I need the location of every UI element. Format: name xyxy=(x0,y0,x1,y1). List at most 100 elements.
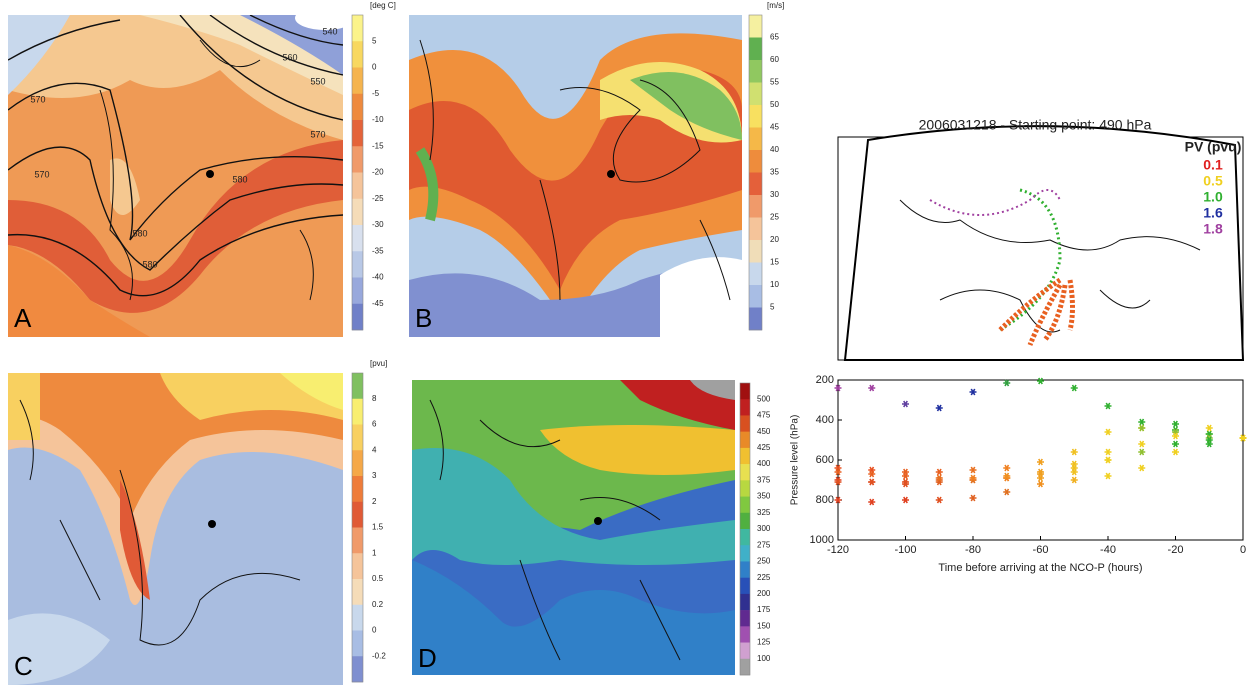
contour-label: 570 xyxy=(30,94,45,104)
colorbar-frame xyxy=(739,382,751,676)
colorbar-label: 25 xyxy=(770,213,779,222)
trajectory-point xyxy=(1037,480,1044,488)
colorbar-label: 0.5 xyxy=(372,574,384,583)
contour-label: 570 xyxy=(310,129,325,139)
colorbar-bin xyxy=(352,373,363,400)
trajectory-point xyxy=(902,400,909,408)
colorbar-bin xyxy=(352,225,363,252)
trajectory-point xyxy=(1104,428,1112,436)
trajectory-point xyxy=(1138,448,1146,456)
trajectory-point xyxy=(935,468,943,476)
colorbar-label: -0.2 xyxy=(372,651,386,660)
y-tick-label: 600 xyxy=(816,454,834,466)
colorbar-bin xyxy=(740,496,750,514)
colorbar-frame xyxy=(351,372,364,683)
colorbar-label: 6 xyxy=(372,420,377,429)
colorbar-bin xyxy=(352,656,363,683)
colorbar-bin xyxy=(749,82,762,106)
colorbar-label: 50 xyxy=(770,100,779,109)
colorbar-label: -25 xyxy=(372,194,384,203)
colorbar-label: -15 xyxy=(372,141,384,150)
colorbar-label: 45 xyxy=(770,123,779,132)
colorbar-bin xyxy=(749,172,762,196)
colorbar-bin xyxy=(352,630,363,657)
y-tick-label: 800 xyxy=(816,494,834,506)
trajectory-point xyxy=(1037,468,1044,476)
trajectory-point xyxy=(1172,448,1179,456)
colorbar-label: 40 xyxy=(770,145,779,154)
colorbar-label: 65 xyxy=(770,33,779,42)
colorbar-label: 100 xyxy=(757,654,771,663)
colorbar-bin xyxy=(740,399,750,416)
colorbar-label: 20 xyxy=(770,235,779,244)
colorbar-unit: [pvu] xyxy=(370,359,387,368)
trajectory-point xyxy=(834,468,842,476)
trajectory-point xyxy=(1104,472,1112,480)
colorbar-label: -10 xyxy=(372,115,384,124)
trajectory-point xyxy=(1138,464,1146,472)
colorbar-label: 10 xyxy=(770,280,779,289)
trajectory-point xyxy=(902,496,909,504)
colorbar-frame xyxy=(351,14,364,331)
colorbar-bin xyxy=(352,604,363,631)
trajectory-point xyxy=(1104,402,1112,410)
colorbar-bin xyxy=(740,415,750,432)
colorbar-label: 0 xyxy=(372,626,377,635)
map-c xyxy=(8,373,343,685)
legend-entry: 0.1 xyxy=(1203,157,1223,173)
contour-label: 540 xyxy=(322,26,337,36)
trajectory-point xyxy=(834,496,842,504)
colorbar-bin xyxy=(352,172,363,200)
trajectory-point xyxy=(1003,379,1011,387)
trajectory-point xyxy=(868,498,876,506)
colorbar-label: 500 xyxy=(757,394,771,403)
trajectory-point xyxy=(834,384,842,392)
colorbar-bin xyxy=(740,577,750,595)
colorbar-bin xyxy=(352,303,363,331)
trajectory-point xyxy=(1003,464,1011,472)
trajectory-point xyxy=(1138,440,1146,448)
colorbar-label: 35 xyxy=(770,168,779,177)
colorbar-label: 150 xyxy=(757,621,771,630)
colorbar-bin xyxy=(740,626,750,643)
contour-label: 550 xyxy=(310,76,325,86)
colorbar-bin xyxy=(352,450,363,477)
colorbar-label: 200 xyxy=(757,589,771,598)
colorbar-bin xyxy=(352,93,363,121)
colorbar-label: -40 xyxy=(372,273,384,282)
trajectory-point xyxy=(1037,377,1044,385)
x-tick-label: -40 xyxy=(1100,544,1116,556)
colorbar-bin xyxy=(352,476,363,503)
trajectory-point xyxy=(834,478,842,486)
colorbar-label: 8 xyxy=(372,394,377,403)
trajectory-point xyxy=(935,496,943,504)
colorbar-bin xyxy=(740,658,750,676)
colorbar-label: 55 xyxy=(770,78,779,87)
colorbar-label: 125 xyxy=(757,638,771,647)
colorbar-bin xyxy=(352,41,363,68)
contour-label: 560 xyxy=(282,52,297,62)
trajectory-point xyxy=(1070,384,1078,392)
x-tick-label: -80 xyxy=(965,544,981,556)
trajectory-point xyxy=(1138,418,1146,426)
colorbar-frame xyxy=(748,14,763,331)
trajectory-point xyxy=(1070,476,1078,484)
trajectory-point xyxy=(1104,448,1112,456)
trajectory-title: 2006031218 - Starting point: 490 hPa xyxy=(919,117,1152,133)
colorbar-label: 425 xyxy=(757,443,771,452)
colorbar-label: 1 xyxy=(372,548,377,557)
contour-label: 580 xyxy=(142,259,157,269)
colorbar-bin xyxy=(749,240,762,263)
colorbar-label: 350 xyxy=(757,492,771,501)
legend-entry: 1.6 xyxy=(1203,205,1223,221)
trajectory-point xyxy=(1205,424,1213,432)
trajectory-point xyxy=(969,388,977,396)
trajectory-point xyxy=(902,480,909,488)
colorbar-label: -45 xyxy=(372,299,384,308)
colorbar-label: 3 xyxy=(372,471,377,480)
legend-entry: 1.0 xyxy=(1203,189,1223,205)
colorbar-bin xyxy=(740,529,750,546)
trajectory-point xyxy=(1239,434,1247,442)
colorbar-label: -20 xyxy=(372,168,384,177)
